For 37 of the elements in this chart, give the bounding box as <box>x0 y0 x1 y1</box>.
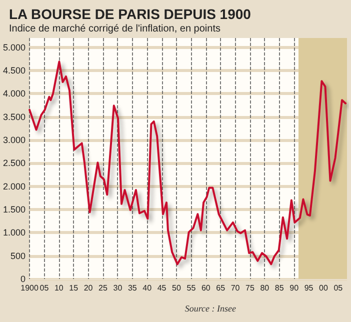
x-tick-label: 50 <box>172 284 182 292</box>
x-tick-label: 80 <box>260 284 270 292</box>
x-tick-label: 75 <box>246 284 255 292</box>
x-tick-label: 15 <box>69 284 79 292</box>
x-tick-label: 30 <box>113 284 123 292</box>
y-tick-label: 500 <box>10 250 26 261</box>
chart-subtitle: Indice de marché corrigé de l'inflation, en points <box>9 24 220 34</box>
x-tick-label: 35 <box>128 284 138 292</box>
x-tick-label: 85 <box>274 284 284 292</box>
y-tick-label: 3.000 <box>2 134 26 145</box>
y-tick-label: 2.000 <box>2 181 26 192</box>
y-tick-label: 1.000 <box>2 228 26 238</box>
x-tick-label: 20 <box>84 284 94 292</box>
x-tick-label: 05 <box>334 284 344 292</box>
x-tick-label: 70 <box>230 284 240 292</box>
x-tick-label: 05 <box>40 284 50 292</box>
chart-title: LA BOURSE DE PARIS DEPUIS 1900 <box>9 6 252 22</box>
y-tick-label: 4.500 <box>2 65 26 76</box>
x-tick-label: 90 <box>290 284 300 292</box>
x-tick-label: 10 <box>54 284 64 292</box>
source-note: Source : Insee <box>184 304 236 314</box>
x-tick-label: 95 <box>304 284 314 292</box>
x-tick-label: 40 <box>142 284 152 292</box>
y-tick-label: 2.500 <box>2 158 26 168</box>
y-tick-label: 3.500 <box>2 112 26 122</box>
y-tick-label: 0 <box>20 274 26 284</box>
x-tick-label: 65 <box>216 284 226 292</box>
y-tick-label: 1.500 <box>2 204 26 214</box>
y-tick-label: 4.000 <box>2 88 26 99</box>
line-series <box>28 60 347 266</box>
x-tick-label: 1900 <box>20 284 39 292</box>
x-tick-label: 25 <box>98 284 108 292</box>
x-tick-label: 45 <box>157 284 167 292</box>
x-tick-label: 00 <box>319 284 328 292</box>
y-tick-label: 5.000 <box>2 42 26 52</box>
x-tick-label: 55 <box>186 284 196 292</box>
x-tick-label: 60 <box>201 284 211 292</box>
